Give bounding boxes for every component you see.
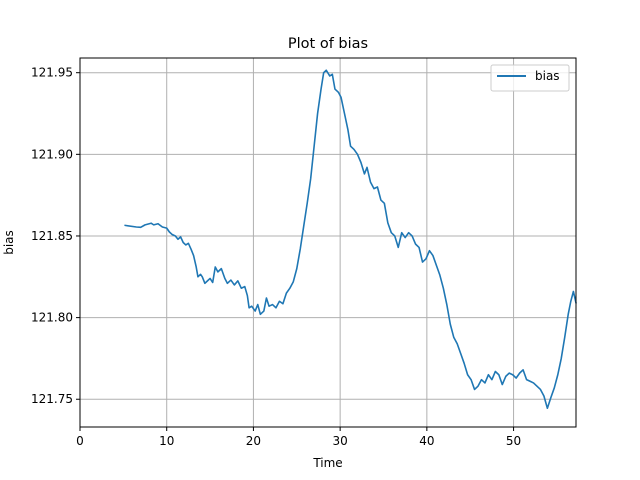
x-tick-label: 0 [76, 434, 84, 448]
legend: bias [490, 64, 570, 92]
y-axis-ticks: 121.75 121.80 121.85 121.90 121.95 [31, 66, 80, 406]
plot-frame [79, 57, 577, 428]
legend-label-bias: bias [535, 69, 560, 83]
x-axis-ticks: 0 10 20 30 40 50 [76, 427, 521, 448]
legend-box [490, 64, 570, 92]
y-tick-label: 121.85 [31, 229, 73, 243]
x-tick-label: 50 [506, 434, 521, 448]
x-tick-label: 20 [246, 434, 261, 448]
x-tick-label: 10 [159, 434, 174, 448]
series-line-bias [124, 69, 577, 410]
y-tick-label: 121.90 [31, 147, 73, 161]
y-axis-label: bias [2, 230, 16, 255]
x-tick-label: 30 [332, 434, 347, 448]
y-tick-label: 121.80 [31, 311, 73, 325]
y-tick-label: 121.95 [31, 66, 73, 80]
plot-area [80, 58, 576, 427]
x-tick-label: 40 [419, 434, 434, 448]
chart-title: Plot of bias [288, 36, 368, 52]
x-axis-label: Time [312, 456, 342, 470]
series-layer [124, 69, 577, 410]
y-tick-label: 121.75 [31, 392, 73, 406]
